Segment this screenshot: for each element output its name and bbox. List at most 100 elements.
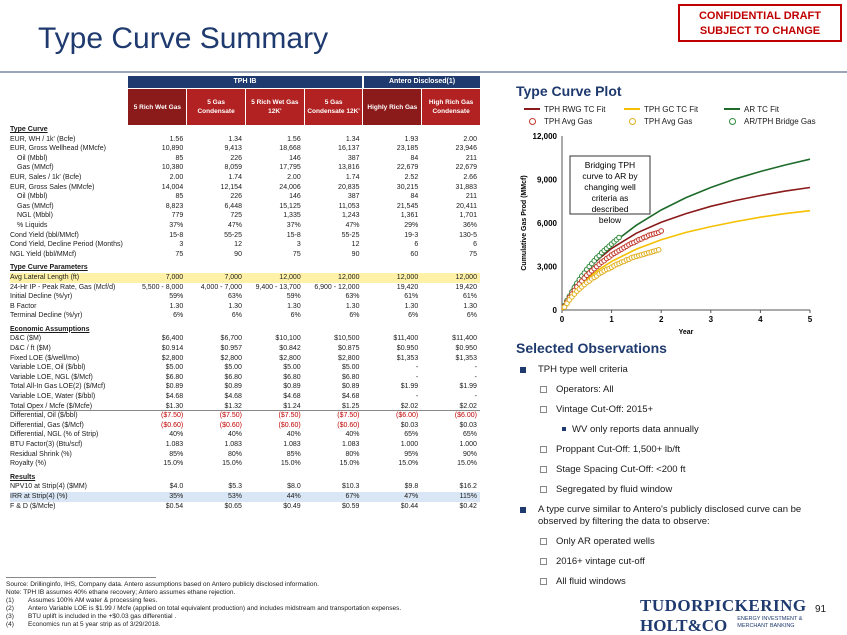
x-tick-label: 2 [659, 315, 664, 324]
table-cell: 59% [169, 293, 184, 301]
group-header-antero: Antero Disclosed(1) [364, 76, 480, 88]
table-cell: 13,816 [338, 164, 360, 172]
table-cell: 1.56 [287, 135, 301, 143]
table-cell: $5.00 [283, 364, 301, 372]
table-cell: 1,335 [283, 212, 301, 220]
table-cell: $4.68 [283, 393, 301, 401]
table-row: Fixed LOE ($/well/mo) $2,800 $2,800 $2,800 $… [10, 354, 480, 364]
table-cell: 15.0% [398, 460, 419, 468]
table-row: NGL (Mbbl) 779 725 1,335 1,243 1,361 1,701 [10, 211, 480, 221]
table-cell: 40% [227, 431, 242, 439]
table-cell: $10.3 [341, 483, 360, 491]
table-cell: $1,353 [455, 354, 477, 362]
row-label: Oil (Mbbl) [17, 154, 48, 162]
row-label: Differential, Gas ($/Mcf) [10, 421, 84, 429]
table-row: Residual Shrink (%) 85% 80% 85% 80% 95% 90% [10, 450, 480, 460]
table-cell: 63% [227, 293, 242, 301]
table-cell: 75 [292, 250, 301, 258]
table-cell: 6 [414, 241, 419, 249]
x-tick-label: 5 [808, 315, 813, 324]
table-row: EUR, Sales / 1k' (Bcfe) 2.00 1.74 2.00 1.74 2… [10, 173, 480, 183]
table-row: B Factor 1.30 1.30 1.30 1.30 1.30 1.30 [10, 302, 480, 312]
table-cell: 2.00 [463, 135, 477, 143]
legend-row: TPH RWG TC Fit TPH GC TC Fit AR TC Fit [524, 103, 834, 115]
observation-item: WV only reports data annually [516, 424, 836, 435]
group-header-tph: TPH IB [128, 76, 362, 88]
table-cell: 17,795 [279, 164, 301, 172]
section-header: Economic Assumptions [10, 325, 90, 333]
observation-item: Operators: All [516, 384, 836, 395]
table-row: Variable LOE, NGL ($/Mcf) $6.80 $6.80 $6.80… [10, 373, 480, 383]
table-row: Cond Yield (bbl/MMcf) 15-8 55-25 15-8 55-25 1… [10, 231, 480, 241]
table-cell: 9,400 - 13,700 [255, 283, 301, 291]
legend-item: TPH Avg Gas [624, 117, 724, 126]
table-cell: 37% [286, 221, 301, 229]
data-point [564, 300, 570, 307]
row-label: NGL Yield (bbl/MMcf) [10, 250, 77, 258]
table-cell: 10,890 [161, 145, 184, 153]
table-cell: $9.8 [404, 483, 419, 491]
y-tick-label: 9,000 [537, 176, 558, 185]
footnote-key: (3) [6, 613, 14, 620]
row-label: Variable LOE, Oil ($/bbl) [10, 364, 86, 372]
section-header: Type Curve [10, 126, 48, 133]
column-header: High Rich Gas Condensate [422, 89, 480, 125]
table-cell: 61% [462, 293, 477, 301]
table-cell: 47% [404, 492, 419, 500]
table-row: Gas (MMcf) 8,823 6,448 15,125 11,053 21,545 20… [10, 202, 480, 212]
row-label: Royalty (%) [10, 460, 47, 468]
table-cell: $4.68 [165, 393, 184, 401]
table-cell: 23,946 [455, 145, 477, 153]
table-cell: 75 [469, 250, 477, 258]
row-label: BTU Factor(3) (Btu/scf) [10, 441, 83, 448]
table-cell: $4.0 [169, 483, 184, 491]
table-cell: $0.875 [338, 345, 360, 353]
table-cell: 725 [230, 212, 242, 220]
footnotes: Source: Drillinginfo, IHS, Company data.… [6, 577, 526, 629]
table-cell: 22,679 [396, 164, 419, 172]
section-header-row: Type Curve Parameters [10, 263, 480, 273]
y-axis-label: Cumulative Gas Prod (MMcf) [521, 175, 528, 270]
table-cell: 1.083 [283, 441, 301, 448]
table-cell: 6 [473, 241, 477, 249]
table-row: Total Opex / Mcfe ($/Mcfe) $1.30 $1.32 $1.2… [10, 402, 480, 412]
table-row: F & D ($/Mcfe) $0.54 $0.65 $0.49 $0.59 $0.44 $… [10, 502, 480, 512]
table-cell: $1.99 [459, 383, 477, 391]
table-row: Total All-In Gas LOE(2) ($/Mcf) $0.89 $0.8… [10, 382, 480, 392]
table-cell: 5,500 - 8,000 [141, 283, 184, 291]
table-cell: 1,243 [341, 212, 360, 220]
row-label: Fixed LOE ($/well/mo) [10, 354, 80, 362]
legend-line-swatch [524, 108, 540, 110]
table-cell: - [415, 364, 419, 372]
table-cell: 12 [234, 241, 242, 249]
table-cell: $6.80 [283, 373, 301, 381]
row-label: Cond Yield (bbl/MMcf) [10, 231, 79, 239]
table-cell: $0.03 [459, 421, 477, 429]
table-cell: $5.3 [228, 483, 242, 491]
table-row: Terminal Decline (%/yr) 6% 6% 6% 6% 6% 6% [10, 311, 480, 321]
plot-title: Type Curve Plot [516, 83, 622, 99]
table-cell: 6% [290, 312, 301, 320]
table-cell: 14,004 [161, 183, 184, 191]
table-row: Gas (MMcf) 10,380 8,059 17,795 13,816 22,679 2… [10, 163, 480, 173]
table-row: NPV10 at Strip(4) ($MM) $4.0 $5.3 $8.0 $10.3… [10, 482, 480, 492]
logo-tagline: ENERGY INVESTMENT & MERCHANT BANKING [737, 616, 802, 630]
table-cell: $1.24 [283, 402, 301, 410]
table-cell: 85% [169, 450, 184, 458]
row-label: Terminal Decline (%/yr) [10, 312, 83, 320]
table-cell: $8.0 [287, 483, 301, 491]
column-header: 5 Gas Condensate 12K' [304, 89, 363, 125]
x-tick-label: 4 [758, 315, 763, 324]
table-cell: 1.56 [169, 135, 184, 143]
table-row: Differential, Oil ($/bbl) ($7.50) ($7.50) (… [10, 411, 480, 421]
footnote-text: Source: Drillinginfo, IHS, Company data.… [6, 581, 319, 588]
footnote-text: BTU uplift is included in the +$0.03 gas… [28, 613, 177, 620]
table-cell: 6% [231, 312, 242, 320]
table-cell: $16.2 [459, 483, 477, 491]
row-label: Differential, Oil ($/bbl) [10, 412, 78, 420]
table-row: Differential, NGL (% of Strip) 40% 40% 40% 4… [10, 430, 480, 440]
row-label: Cond Yield, Decline Period (Months) [10, 241, 123, 249]
table-cell: 67% [345, 492, 360, 500]
footnote-key: (4) [6, 621, 14, 628]
legend-label: AR/TPH Bridge Gas [744, 116, 816, 126]
